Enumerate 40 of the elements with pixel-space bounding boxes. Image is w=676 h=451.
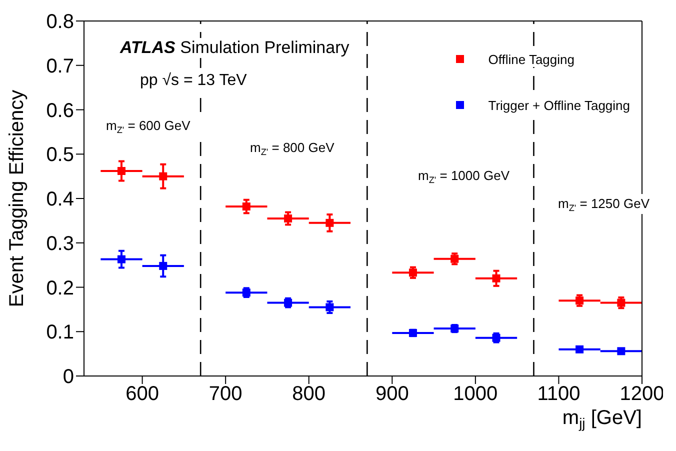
point <box>450 254 459 263</box>
x-tick-label: 900 <box>375 383 409 406</box>
point <box>159 172 168 180</box>
point <box>117 166 126 175</box>
point <box>617 298 626 307</box>
text: pp √s = 13 TeV <box>140 72 247 90</box>
point <box>284 214 292 222</box>
x-tick-label: 1100 <box>537 383 580 406</box>
point <box>159 262 168 270</box>
y-tick-label: 0.4 <box>46 188 74 211</box>
y-tick-label: 0 <box>62 366 74 388</box>
annotation: m$_{Z'}$ = 1250 GeV <box>558 196 650 213</box>
annotation: m$_{Z'}$ = 600 GeV <box>106 118 191 135</box>
point <box>576 345 584 354</box>
point <box>242 202 250 210</box>
x-axis-title: m$_{jj}$ [GeV] <box>562 407 642 432</box>
annotation: m$_{Z'}$ = 800 GeV <box>250 140 335 157</box>
y-tick-label: 0.5 <box>46 144 74 166</box>
y-tick-label: 0.7 <box>46 55 74 78</box>
point <box>326 303 334 312</box>
y-tick-label: 0.8 <box>46 11 74 34</box>
y-tick-label: 0.6 <box>46 100 74 122</box>
point <box>617 347 626 356</box>
x-tick-label: 700 <box>208 383 242 406</box>
y-tick-label: 0.3 <box>46 232 74 255</box>
y-tick-label: 0.2 <box>46 277 74 300</box>
annotation: m$_{Z'}$ = 1000 GeV <box>418 168 510 185</box>
point <box>408 268 417 277</box>
y-axis-title: Event Tagging Efficiency <box>6 90 28 308</box>
point <box>117 255 126 264</box>
x-tick-label: 600 <box>126 383 159 406</box>
point <box>326 218 334 227</box>
text: ATLAS Simulation Preliminary <box>120 38 350 58</box>
x-tick-label: 1000 <box>453 383 498 406</box>
legend-label: Trigger + Offline Tagging <box>485 98 633 112</box>
legend-label: Offline Tagging <box>485 52 578 66</box>
point <box>492 274 500 282</box>
x-tick-label: 800 <box>292 383 326 406</box>
y-tick-label: 0.1 <box>46 322 74 344</box>
point <box>576 296 584 305</box>
